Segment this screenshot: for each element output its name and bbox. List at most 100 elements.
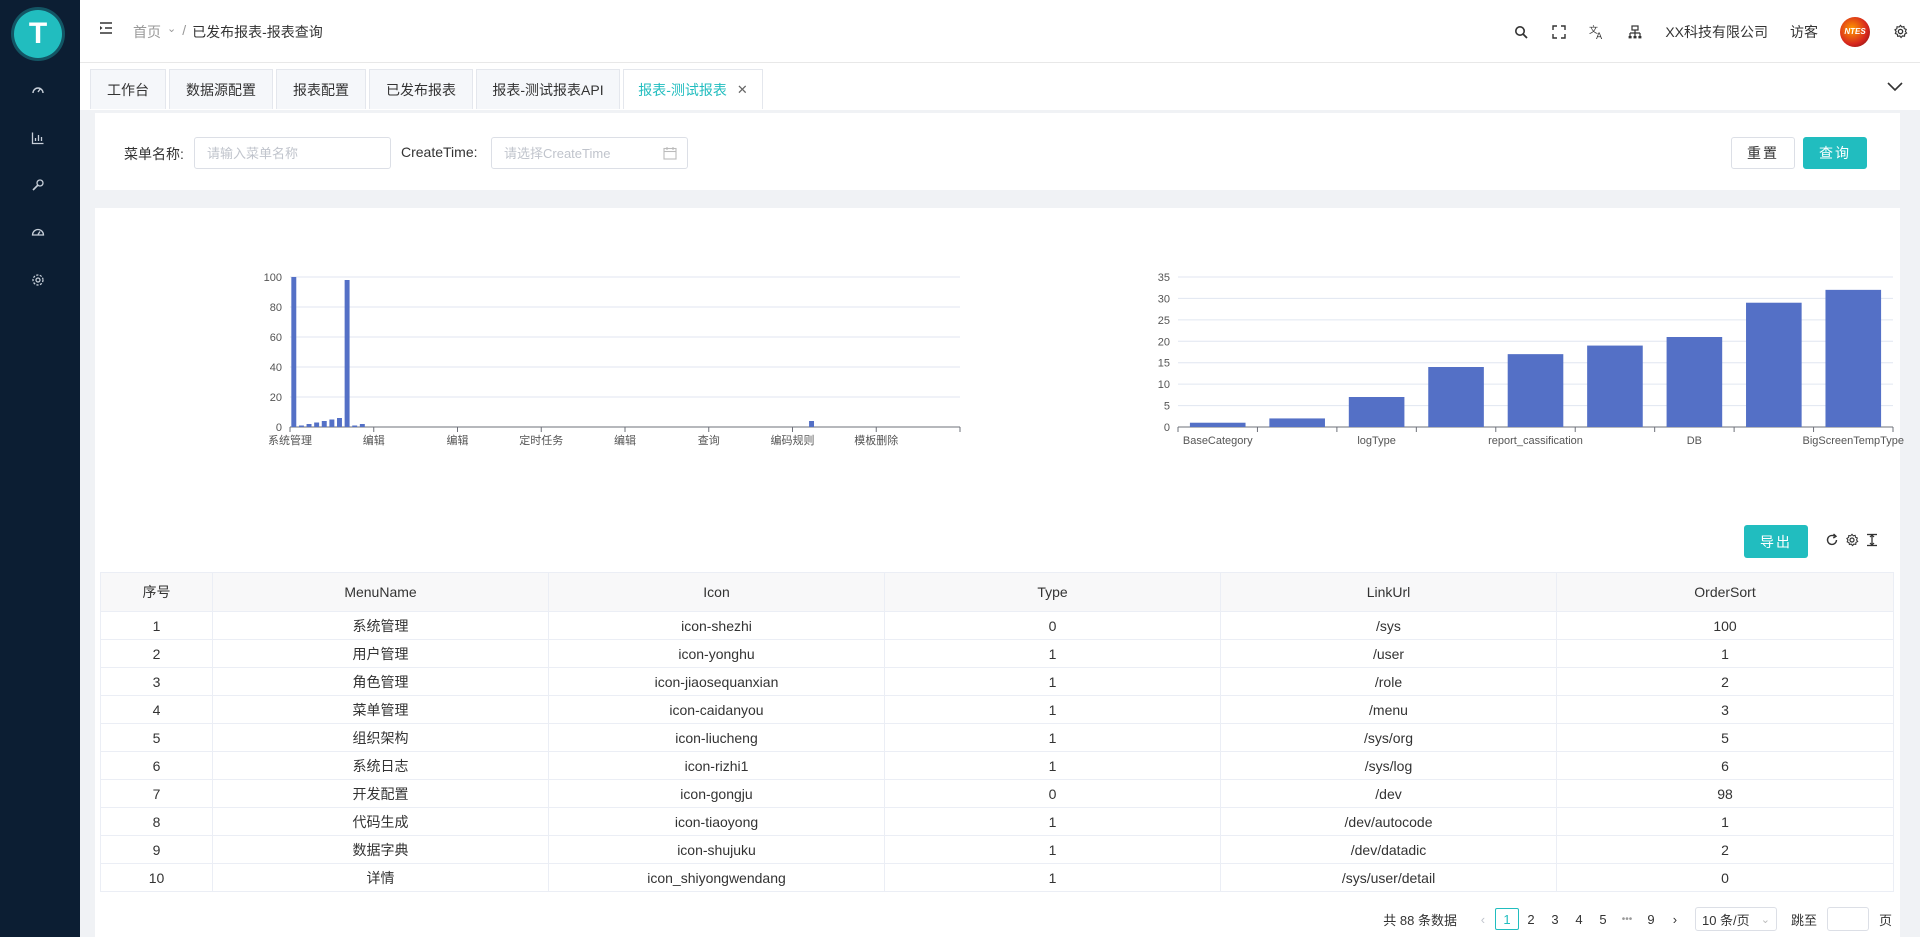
table-row[interactable]: 6 系统日志 icon-rizhi1 1/sys/log 6 [100,751,1894,780]
link-url-cell: /user [1220,639,1557,668]
page-size-select[interactable]: 10 条/页 ⌄ [1694,907,1777,931]
column-header[interactable]: OrderSort [1556,572,1894,612]
pagination: 共 88 条数据 ‹ 1 2 3 4 5 ••• 9 › 10 条/页 ⌄ 跳至… [1383,907,1892,931]
x-tick-label: report_cassification [1488,435,1583,447]
x-tick-label: 定时任务 [519,433,563,447]
page-button[interactable]: 4 [1575,911,1583,927]
gear-icon[interactable] [1892,24,1908,40]
avatar[interactable]: NTES [1840,16,1870,47]
export-label: 导出 [1760,533,1792,550]
menu-order-chart: 0 20 40 60 80 100 系统管理 编辑 编辑 定时任务 编辑 查询 编码规则 模板删除 [264,272,961,447]
y-tick-label: 25 [1158,315,1170,327]
jump-label: 跳至 [1790,912,1817,928]
row-index: 9 [100,835,213,864]
breadcrumb-home[interactable]: 首页 [133,24,161,40]
close-icon[interactable]: ✕ [736,81,748,97]
column-settings-icon[interactable] [1845,533,1861,549]
tab-published-reports[interactable]: 已发布报表 [369,69,473,109]
table-row[interactable]: 10 详情 icon_shiyongwendang 1/sys/user/detail… [100,863,1894,892]
export-button[interactable]: 导出 [1744,525,1808,558]
row-index: 10 [100,863,213,892]
y-tick-label: 35 [1158,272,1170,284]
row-height-icon[interactable] [1865,533,1881,549]
user-name[interactable]: 访客 [1790,23,1818,40]
menu-name-cell: 用户管理 [212,639,549,668]
settings-icon[interactable] [28,270,48,290]
table-row[interactable]: 1 系统管理 icon-shezhi 0/sys 100 [100,611,1894,640]
menu-name-field[interactable] [194,137,391,169]
page-button[interactable]: 9 [1647,911,1655,927]
query-button[interactable]: 查询 [1803,137,1867,169]
tab-workbench[interactable]: 工作台 [90,69,166,109]
order-sort-cell: 2 [1556,667,1894,696]
table-row[interactable]: 2 用户管理 icon-yonghu 1/user 1 [100,639,1894,668]
svg-text:文: 文 [1589,24,1598,36]
page-button[interactable]: 5 [1599,911,1607,927]
column-header[interactable]: LinkUrl [1220,572,1557,612]
bar [337,418,342,427]
row-index: 7 [100,779,213,808]
y-tick-label: 100 [264,272,282,284]
x-tick-label: 编辑 [363,433,385,447]
page-button[interactable]: 2 [1527,911,1535,927]
x-tick-label: 编码规则 [771,433,815,447]
create-time-field[interactable] [491,137,688,169]
svg-text:A: A [1596,32,1603,40]
layout-size-icon[interactable] [1627,24,1643,40]
search-icon[interactable] [1513,24,1529,40]
calendar-icon [663,146,677,160]
tab-label: 数据源配置 [186,81,256,98]
column-header[interactable]: 序号 [100,572,213,612]
refresh-icon[interactable] [1825,533,1841,549]
total-count: 共 88 条数据 [1383,912,1457,928]
column-header[interactable]: Type [884,572,1221,612]
type-cell: 1 [884,723,1221,752]
create-time-input[interactable] [492,138,687,168]
menu-fold-icon[interactable] [98,20,114,36]
table-row[interactable]: 9 数据字典 icon-shujuku 1/dev/datadic 2 [100,835,1894,864]
link-url-cell: /dev/autocode [1220,807,1557,836]
table-row[interactable]: 7 开发配置 icon-gongju 0/dev 98 [100,779,1894,808]
type-cell: 1 [884,863,1221,892]
jump-page-input[interactable] [1826,907,1869,931]
app-logo[interactable]: T [14,10,62,58]
company-name[interactable]: XX科技有限公司 [1665,23,1768,40]
table-row[interactable]: 4 菜单管理 icon-caidanyou 1/menu 3 [100,695,1894,724]
x-tick-label: logType [1357,435,1396,447]
tab-test-report[interactable]: 报表-测试报表 ✕ [623,69,763,109]
menu-name-input[interactable] [195,138,390,168]
wrench-icon[interactable] [28,175,48,195]
row-index: 2 [100,639,213,668]
chevron-down-icon[interactable] [1886,77,1904,95]
y-tick-label: 20 [270,392,282,404]
bar [314,422,320,427]
next-page-icon[interactable]: › [1672,911,1678,927]
tab-label: 工作台 [107,81,149,98]
tab-report-config[interactable]: 报表配置 [276,69,366,109]
link-url-cell: /role [1220,667,1557,696]
gauge-icon[interactable] [28,222,48,242]
chart-icon[interactable] [28,128,48,148]
tabs-bar: 工作台 数据源配置 报表配置 已发布报表 报表-测试报表API 报表-测试报表 … [80,63,1920,110]
table-row[interactable]: 5 组织架构 icon-liucheng 1/sys/org 5 [100,723,1894,752]
menu-name-cell: 系统日志 [212,751,549,780]
fullscreen-icon[interactable] [1551,24,1567,40]
column-header[interactable]: MenuName [212,572,549,612]
reset-button[interactable]: 重置 [1731,137,1795,169]
table-row[interactable]: 3 角色管理 icon-jiaosequanxian 1/role 2 [100,667,1894,696]
tab-datasource-config[interactable]: 数据源配置 [169,69,273,109]
tab-test-report-api[interactable]: 报表-测试报表API [476,69,620,109]
page-ellipsis[interactable]: ••• [1621,913,1633,925]
type-cell: 1 [884,639,1221,668]
chevron-down-icon: ⌄ [167,23,177,35]
prev-page-icon[interactable]: ‹ [1480,911,1486,927]
table-row[interactable]: 8 代码生成 icon-tiaoyong 1/dev/autocode 1 [100,807,1894,836]
bar [306,424,312,427]
dashboard-icon[interactable] [28,80,48,100]
page-button[interactable]: 3 [1551,911,1559,927]
column-header[interactable]: Icon [548,572,885,612]
y-tick-label: 0 [1164,422,1170,434]
page-button[interactable]: 1 [1494,908,1519,930]
tab-label: 报表-测试报表API [492,81,604,98]
